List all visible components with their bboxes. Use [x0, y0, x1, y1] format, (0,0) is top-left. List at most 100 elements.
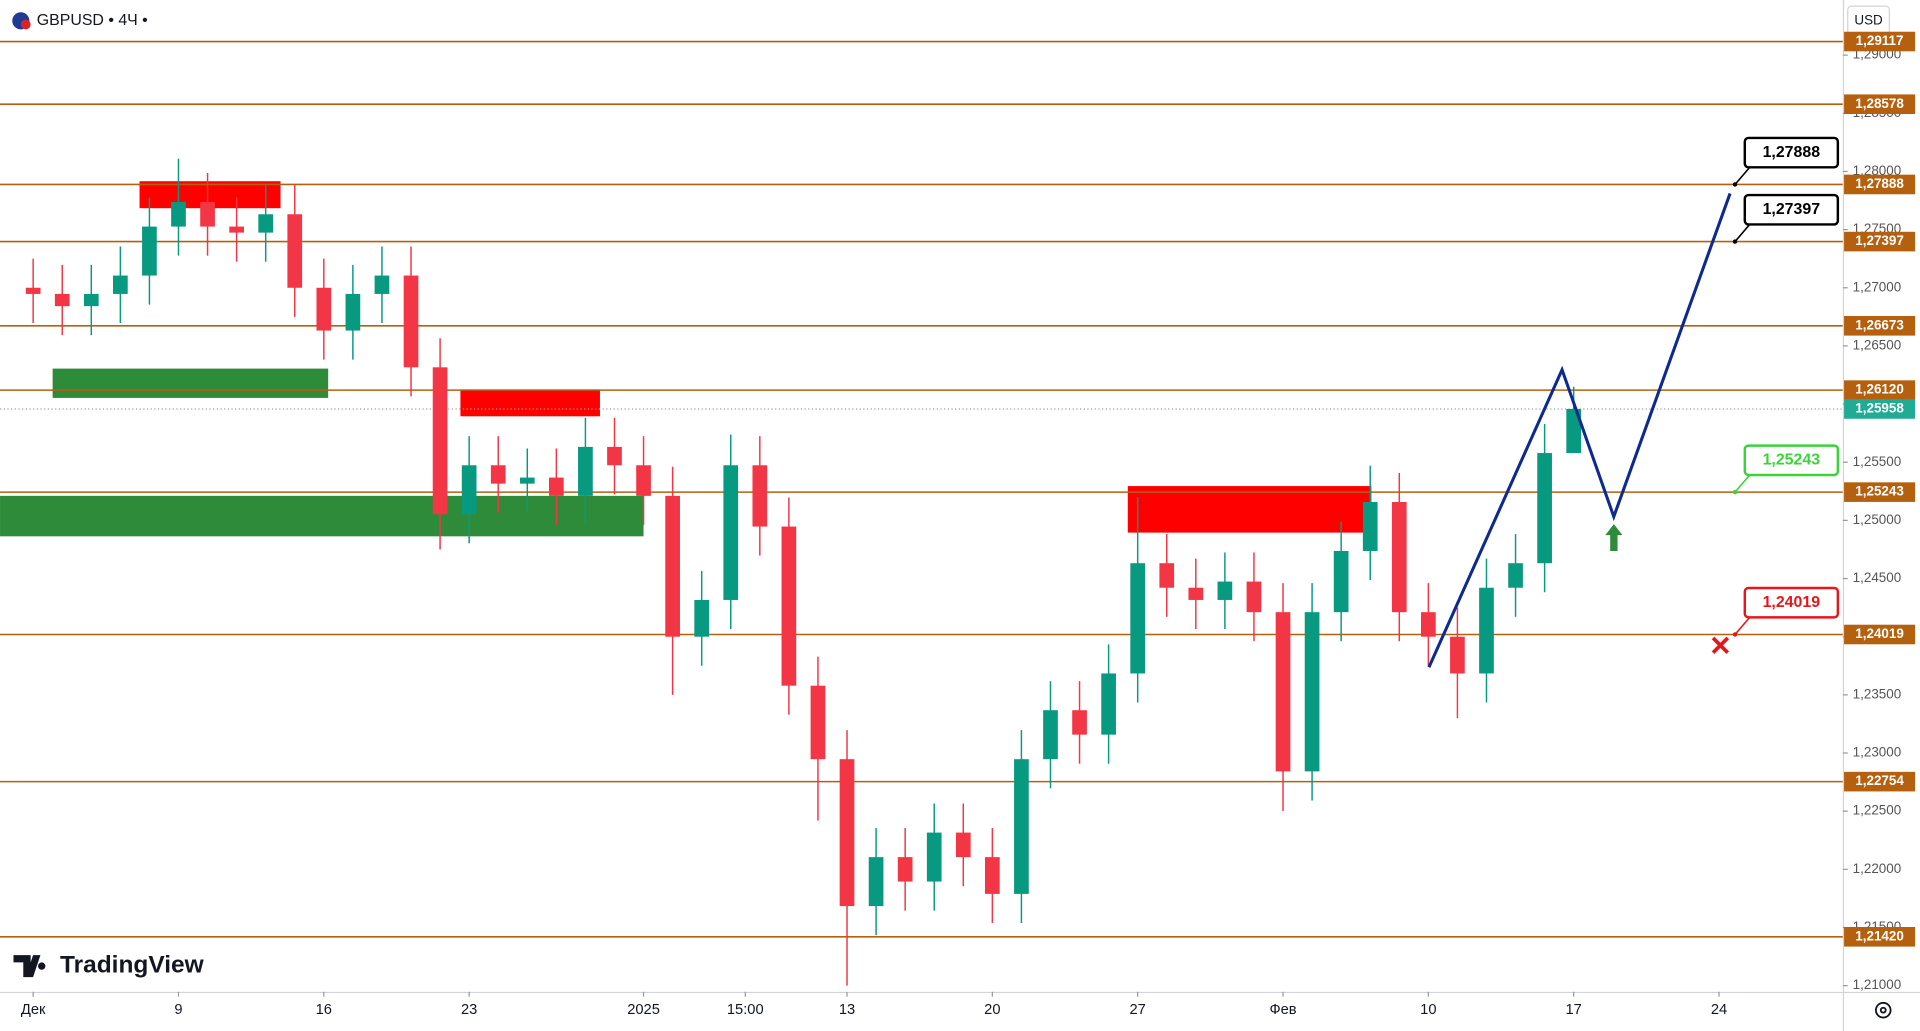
candle-body [1246, 581, 1262, 613]
currency[interactable]: USD [1854, 12, 1883, 27]
candle-body [985, 857, 1000, 894]
annotation-leader [1734, 616, 1751, 636]
candle-body [1450, 636, 1465, 674]
annotation-leader [1734, 166, 1751, 185]
y-tick-label: 1,23000 [1853, 745, 1902, 760]
settings-gear[interactable] [1874, 1001, 1892, 1019]
annotation-anchor [1732, 239, 1738, 244]
x-tick-label: 2025 [627, 1002, 660, 1018]
candle-body [200, 202, 215, 227]
candle-body [1421, 612, 1436, 637]
level-label-box [1844, 624, 1916, 645]
annotation-anchor [1732, 632, 1738, 637]
candle-body [1217, 581, 1233, 600]
candle-body [287, 214, 303, 288]
y-tick-label: 1,22500 [1853, 803, 1902, 818]
y-tick-label: 1,22000 [1853, 861, 1902, 876]
candle-body [694, 599, 710, 637]
candle-body [432, 367, 448, 515]
settings-icon[interactable] [1874, 1001, 1892, 1019]
candle-body [1101, 673, 1116, 735]
candle-body [54, 293, 70, 307]
level-label: 1,25243 [1855, 484, 1904, 499]
candle-body [1072, 710, 1087, 735]
header: GBPUSD • 4Ч • [12, 12, 148, 30]
x-tick-label: 17 [1566, 1002, 1582, 1018]
x-tick-label: 24 [1711, 1002, 1727, 1018]
candle-body [461, 465, 477, 515]
annotation-leader [1734, 474, 1751, 493]
symbol-title[interactable]: GBPUSD • 4Ч • [37, 12, 148, 29]
settings-center[interactable] [1879, 1006, 1887, 1014]
level-label: 1,27888 [1855, 176, 1904, 191]
candle-body [955, 832, 971, 858]
candle-body [345, 293, 361, 331]
annotation-box [1743, 136, 1840, 169]
level-label-box [1844, 316, 1916, 336]
level-label-box [1844, 380, 1916, 400]
candle-body [113, 275, 128, 294]
candle-body [1362, 502, 1378, 551]
zone [52, 368, 329, 398]
y-tick-label: 1,21000 [1853, 977, 1902, 992]
candle-body [1304, 612, 1320, 772]
logo: TradingView [13, 952, 205, 979]
annotation-box [1743, 586, 1840, 619]
candle-body [1537, 453, 1552, 564]
level-label-box [1844, 231, 1916, 252]
candle-body [636, 465, 651, 496]
candle-body [810, 685, 826, 760]
level-label: 1,22754 [1855, 773, 1904, 788]
level-label: 1,28578 [1855, 96, 1904, 111]
plot-area [0, 40, 1843, 986]
x-tick-label: 10 [1420, 1002, 1436, 1018]
candle-body [1508, 563, 1523, 588]
flag-icon [20, 19, 31, 30]
level-label-box [1844, 482, 1916, 502]
candle-body [519, 477, 535, 484]
y-tick-label: 1,25000 [1853, 512, 1902, 527]
brand: TradingView [60, 952, 205, 979]
x-tick-label: 9 [174, 1002, 182, 1018]
zone [0, 495, 644, 537]
candle-body [897, 857, 913, 882]
y-tick-label: 1,26500 [1853, 337, 1902, 352]
level-label: 1,24019 [1855, 626, 1904, 641]
candle-body [171, 202, 186, 227]
level-label: 1,21420 [1855, 928, 1904, 943]
annotation-leader [1734, 223, 1751, 243]
level-label-box [1844, 94, 1916, 115]
y-tick-label: 1,23500 [1853, 686, 1902, 701]
candle-body [607, 446, 622, 466]
x-tick-label: Фев [1269, 1002, 1296, 1018]
level-label-box [1844, 771, 1916, 792]
level-label: 1,26673 [1855, 317, 1904, 332]
level-label: 1,29117 [1856, 33, 1904, 48]
candle-body [25, 287, 41, 294]
y-tick-label: 1,28000 [1853, 163, 1902, 178]
candle-body [752, 465, 768, 527]
candle-body [490, 465, 506, 484]
candle-body [781, 526, 797, 686]
candle-body [723, 465, 739, 600]
candle-body [403, 275, 419, 368]
candle-body [1159, 563, 1175, 588]
current-price-box [1844, 399, 1916, 419]
annotation-box [1743, 193, 1840, 226]
annotation-box [1743, 444, 1840, 477]
candle-body [839, 759, 855, 907]
candle-body [578, 446, 593, 496]
candle-body [316, 287, 332, 331]
candle-body [83, 293, 99, 307]
candle-body [1014, 759, 1029, 894]
candle-body [374, 275, 390, 294]
candle-body [1566, 408, 1582, 454]
x-tick-label: 20 [984, 1002, 1000, 1018]
current-price-label: 1,25958 [1855, 401, 1904, 416]
y-tick-label: 1,25500 [1853, 454, 1902, 469]
candle-body [229, 226, 244, 233]
candle-body [258, 214, 274, 233]
level-label: 1,26120 [1855, 382, 1904, 397]
